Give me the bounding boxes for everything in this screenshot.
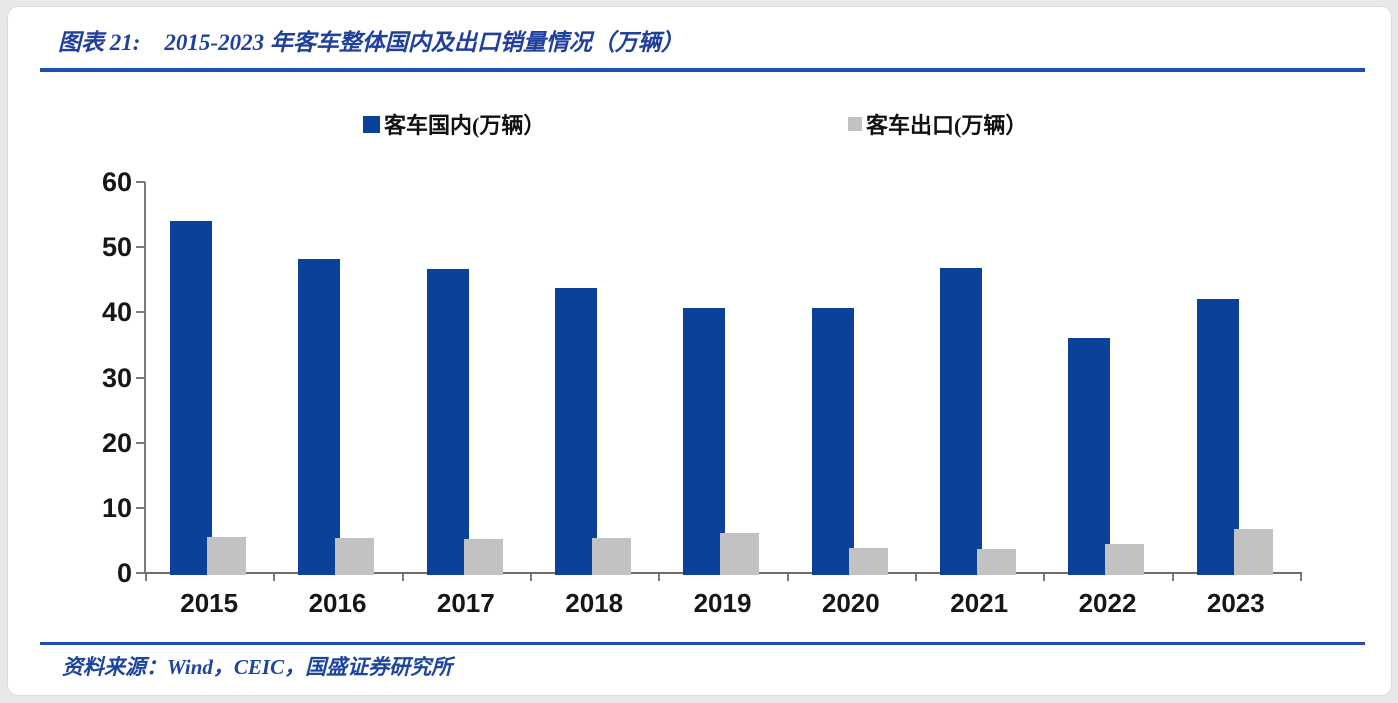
bar-export-2023 bbox=[1233, 529, 1273, 575]
x-axis-tick-mark bbox=[915, 573, 917, 581]
y-axis-tick-label: 10 bbox=[101, 492, 132, 523]
title-divider-rule bbox=[40, 68, 1365, 72]
chart-card: 图表 21: 2015-2023 年客车整体国内及出口销量情况（万辆） 客车国内… bbox=[8, 7, 1391, 695]
bar-domestic-2018 bbox=[555, 288, 597, 575]
y-axis-tick-label: 30 bbox=[101, 362, 132, 393]
x-axis-category-label: 2017 bbox=[436, 588, 495, 618]
x-axis-category-label: 2022 bbox=[1078, 588, 1137, 618]
y-axis-tick-label: 50 bbox=[101, 232, 132, 263]
x-axis-tick-mark bbox=[401, 573, 404, 581]
x-axis-tick-mark bbox=[1171, 573, 1174, 581]
legend-label-domestic: 客车国内(万辆） bbox=[384, 113, 546, 138]
bar-group-2023 bbox=[1172, 182, 1300, 575]
bar-group-2021 bbox=[915, 182, 1043, 575]
legend-item-export: 客车出口(万辆） bbox=[848, 110, 1027, 138]
bar-domestic-2015 bbox=[170, 220, 212, 575]
y-axis-tick-mark bbox=[136, 441, 145, 444]
x-axis-tick-mark bbox=[530, 573, 532, 581]
bar-export-2020 bbox=[848, 548, 888, 575]
bar-domestic-2016 bbox=[298, 258, 341, 575]
y-axis-tick-mark bbox=[136, 181, 145, 183]
y-axis-tick-mark bbox=[136, 506, 145, 509]
y-axis-tick-label: 0 bbox=[116, 558, 132, 588]
x-axis-category-label: 2018 bbox=[565, 588, 624, 618]
bar-group-2022 bbox=[1043, 182, 1171, 575]
bar-domestic-2021 bbox=[940, 268, 982, 575]
x-axis-category-label: 2019 bbox=[693, 588, 752, 618]
bar-group-2016 bbox=[273, 182, 401, 575]
y-axis-line bbox=[144, 182, 146, 574]
y-axis-tick-label: 40 bbox=[101, 297, 132, 328]
x-axis-category-label: 2020 bbox=[821, 588, 880, 618]
x-axis-tick-mark bbox=[1043, 573, 1046, 581]
source-list: Wind，CEIC，国盛证券研究所 bbox=[167, 655, 453, 679]
x-axis-tick-mark bbox=[145, 573, 147, 581]
x-axis-category-label: 2021 bbox=[950, 588, 1009, 618]
bar-export-2021 bbox=[977, 548, 1016, 575]
y-axis-tick-mark bbox=[136, 246, 145, 249]
x-axis-category-label: 2015 bbox=[180, 588, 239, 618]
bar-domestic-2022 bbox=[1068, 337, 1111, 575]
x-axis-tick-mark bbox=[1300, 573, 1302, 581]
bar-domestic-2017 bbox=[426, 269, 469, 575]
bar-export-2018 bbox=[592, 537, 631, 575]
x-axis-category-label: 2023 bbox=[1206, 588, 1265, 618]
bar-group-2018 bbox=[530, 182, 658, 575]
legend-swatch-export bbox=[848, 117, 862, 131]
x-axis-tick-mark bbox=[786, 573, 789, 581]
footer-divider-rule bbox=[40, 642, 1365, 645]
figure-number-label: 图表 21: bbox=[58, 30, 141, 55]
y-axis-tick-mark bbox=[136, 572, 145, 574]
x-axis-tick-mark bbox=[658, 573, 661, 581]
y-axis-tick-mark bbox=[136, 311, 145, 314]
bar-domestic-2020 bbox=[811, 307, 854, 575]
page-title: 图表 21: 2015-2023 年客车整体国内及出口销量情况（万辆） bbox=[58, 23, 684, 57]
bar-domestic-2023 bbox=[1196, 299, 1239, 575]
bar-group-2020 bbox=[787, 182, 915, 575]
y-axis-tick-mark bbox=[136, 376, 145, 379]
legend-swatch-domestic bbox=[363, 115, 380, 133]
bar-export-2022 bbox=[1105, 543, 1145, 575]
y-axis-tick-label: 20 bbox=[101, 427, 132, 458]
bar-chart: 0 10 20 30 40 50 60 2015 2016 2017 2018 2019 2020 202… bbox=[8, 7, 1391, 695]
bar-export-2017 bbox=[463, 538, 503, 575]
bar-group-2019 bbox=[658, 182, 786, 575]
legend-item-domestic: 客车国内(万辆） bbox=[363, 110, 545, 138]
legend-label-export: 客车出口(万辆） bbox=[866, 113, 1028, 138]
source-note: 资料来源： Wind，CEIC，国盛证券研究所 bbox=[62, 651, 452, 681]
source-label: 资料来源： bbox=[62, 655, 167, 679]
y-axis-tick-label: 60 bbox=[101, 167, 132, 197]
bar-group-2015 bbox=[145, 182, 273, 575]
bar-export-2019 bbox=[720, 532, 760, 575]
figure-title-text: 2015-2023 年客车整体国内及出口销量情况（万辆） bbox=[164, 30, 684, 55]
bar-export-2016 bbox=[335, 537, 375, 575]
x-axis-category-label: 2016 bbox=[308, 588, 367, 618]
bar-group-2017 bbox=[402, 182, 530, 575]
bar-domestic-2019 bbox=[683, 307, 726, 575]
bar-export-2015 bbox=[207, 536, 246, 575]
x-axis-tick-mark bbox=[273, 573, 276, 581]
